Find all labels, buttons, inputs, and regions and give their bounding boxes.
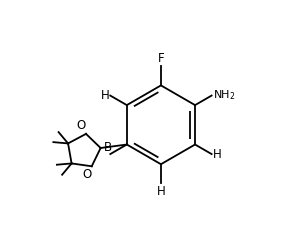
Text: F: F xyxy=(158,52,164,65)
Text: O: O xyxy=(82,168,91,181)
Text: H: H xyxy=(100,89,109,102)
Text: B: B xyxy=(104,142,112,154)
Text: O: O xyxy=(76,119,86,132)
Text: NH$_2$: NH$_2$ xyxy=(213,89,235,102)
Text: H: H xyxy=(213,148,221,160)
Text: H: H xyxy=(157,185,165,197)
